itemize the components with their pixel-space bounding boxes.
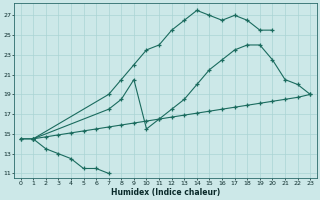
- X-axis label: Humidex (Indice chaleur): Humidex (Indice chaleur): [111, 188, 220, 197]
